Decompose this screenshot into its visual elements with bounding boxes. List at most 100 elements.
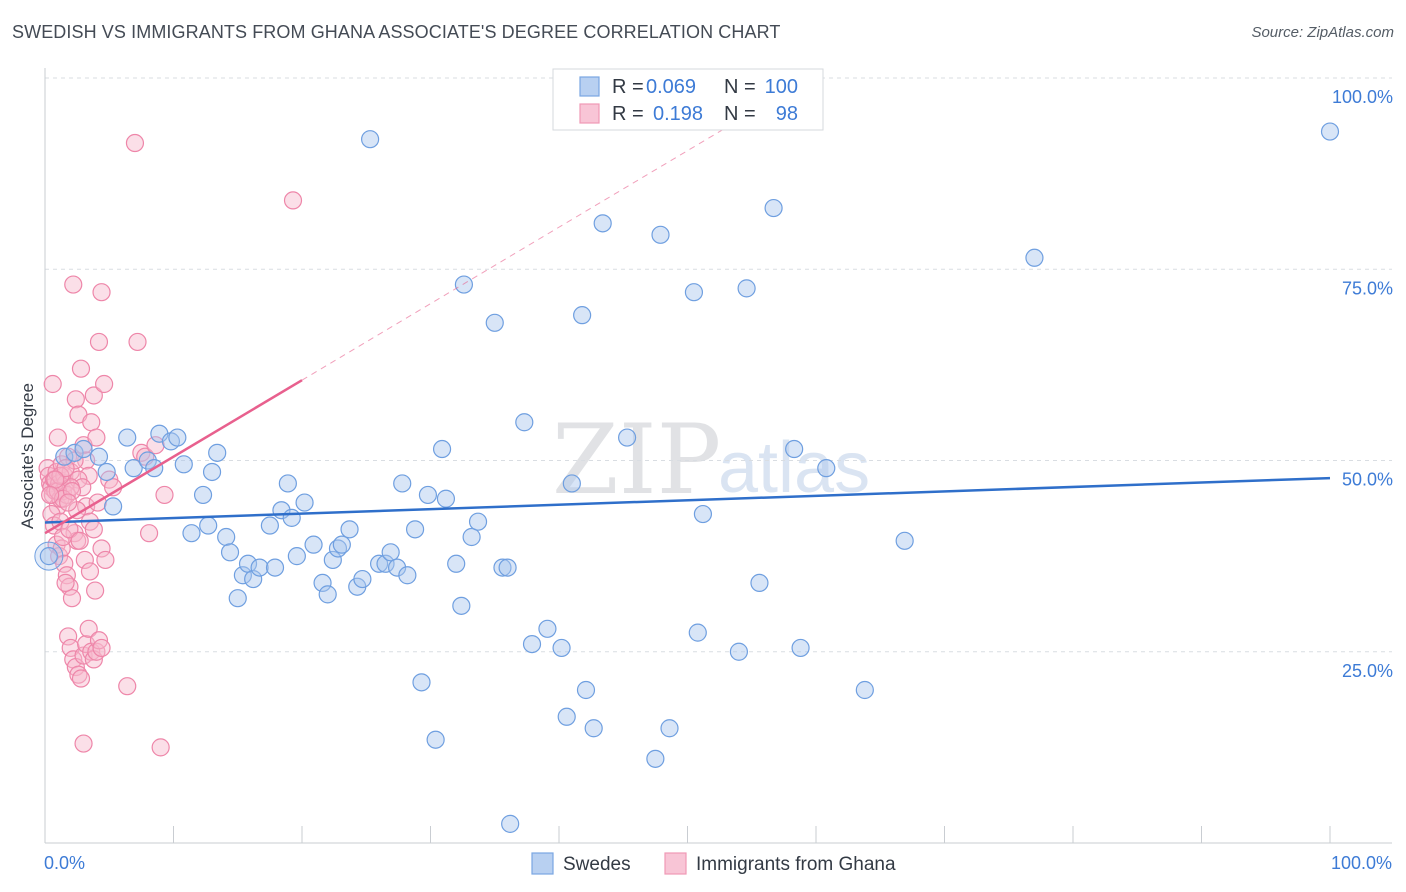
swedes-point-51 — [412, 673, 431, 692]
bottom-legend-swatch-ghana — [664, 852, 687, 875]
ghana-point-28 — [43, 374, 62, 394]
y-axis-label: Associate's Degree — [18, 383, 37, 529]
ghana-point-94 — [46, 470, 65, 489]
series-ghana-points — [34, 133, 303, 757]
swedes-point-77 — [651, 225, 670, 244]
swedes-point-39 — [332, 535, 351, 554]
swedes-point-56 — [447, 554, 466, 573]
swedes-point-30 — [278, 474, 297, 493]
swedes-point-92 — [1320, 122, 1340, 141]
swedes-point-61 — [485, 313, 504, 332]
ghana-point-48 — [66, 390, 85, 409]
ghana-point-97 — [59, 493, 78, 512]
swedes-point-55 — [436, 489, 456, 508]
swedes-point-15 — [182, 524, 201, 543]
y-tick-label-25: 25.0% — [1342, 661, 1393, 681]
swedes-point-69 — [557, 707, 576, 726]
swedes-point-78 — [660, 719, 679, 738]
swedes-point-74 — [593, 214, 612, 233]
ghana-point-38 — [71, 669, 91, 688]
swedes-point-45 — [376, 554, 395, 573]
swedes-point-48 — [393, 474, 412, 493]
ghana-point-59 — [95, 374, 114, 394]
swedes-point-4 — [89, 447, 109, 466]
ghana-point-22 — [55, 554, 74, 573]
swedes-point-50 — [405, 520, 425, 539]
x-tick-label-max: 100.0% — [1331, 853, 1392, 873]
swedes-point-42 — [353, 569, 372, 589]
legend-n-value-2: 98 — [776, 103, 798, 125]
ghana-point-47 — [64, 275, 83, 294]
ghana-point-74 — [125, 133, 145, 153]
swedes-point-47 — [387, 558, 407, 577]
swedes-point-88 — [817, 459, 836, 478]
ghana-point-54 — [82, 413, 101, 432]
legend-r-label-2: R = — [612, 103, 644, 125]
swedes-point-67 — [538, 619, 557, 638]
swedes-point-2 — [65, 443, 84, 462]
ghana-point-78 — [139, 524, 159, 543]
y-tick-label-75: 75.0% — [1342, 278, 1393, 298]
swedes-point-81 — [693, 504, 713, 524]
bottom-legend-swatch-swedes — [531, 852, 554, 875]
ghana-point-93 — [56, 459, 75, 478]
ghana-point-96 — [62, 482, 82, 501]
swedes-point-23 — [233, 566, 252, 585]
swedes-point-26 — [250, 558, 269, 577]
ghana-point-55 — [84, 386, 103, 405]
swedes-point-63 — [498, 558, 517, 577]
swedes-point-64 — [501, 814, 520, 833]
ghana-point-68 — [92, 539, 111, 558]
ghana-point-79 — [146, 436, 165, 455]
legend-n-value-1: 100 — [765, 76, 798, 98]
swedes-point-18 — [202, 462, 222, 482]
swedes-point-58 — [454, 275, 474, 294]
bottom-legend-label-ghana: Immigrants from Ghana — [696, 854, 896, 875]
swedes-point-89 — [855, 680, 874, 700]
swedes-point-14 — [174, 455, 193, 474]
trendline-swedes — [44, 476, 1331, 524]
swedes-point-85 — [764, 198, 783, 218]
ghana-point-69 — [96, 550, 115, 570]
ghana-point-81 — [155, 485, 174, 505]
x-tick-marks — [44, 826, 1331, 843]
y-tick-label-100: 100.0% — [1332, 87, 1393, 107]
swedes-point-90 — [895, 531, 914, 550]
ghana-point-56 — [87, 428, 106, 447]
ghana-point-46 — [92, 638, 111, 658]
swedes-point-65 — [515, 413, 534, 432]
swedes-point-80 — [688, 623, 707, 642]
y-tick-labels: 25.0% 50.0% 75.0% 100.0% — [1332, 87, 1393, 681]
legend-box: R = 0.069 N = 100 R = 0.198 N = 98 — [552, 68, 824, 131]
trendline-ghana — [44, 379, 303, 535]
swedes-point-46 — [381, 543, 400, 562]
swedes-point-86 — [785, 439, 804, 459]
source-label: Source: ZipAtlas.com — [1251, 24, 1394, 41]
swedes-point-54 — [432, 439, 452, 459]
ghana-point-57 — [89, 332, 109, 352]
swedes-point-22 — [228, 589, 247, 608]
legend-swatch-swedes — [579, 76, 600, 97]
ghana-point-25 — [62, 589, 82, 608]
legend-n-label-2: N = — [724, 103, 756, 125]
swedes-point-17 — [199, 516, 218, 535]
swedes-point-3 — [74, 439, 93, 459]
swedes-point-60 — [468, 512, 488, 531]
swedes-point-32 — [287, 547, 306, 566]
legend-r-value-1: 0.069 — [646, 76, 696, 98]
ghana-point-88 — [80, 562, 100, 581]
ghana-point-82 — [283, 191, 303, 210]
y-tick-label-50: 50.0% — [1342, 470, 1393, 490]
trendline-ghana-extension — [301, 111, 753, 381]
swedes-point-68 — [552, 638, 571, 658]
swedes-point-large — [34, 541, 64, 571]
swedes-point-57 — [452, 596, 471, 615]
ghana-point-95 — [41, 485, 60, 505]
legend-r-label-1: R = — [612, 76, 644, 98]
chart-title: SWEDISH VS IMMIGRANTS FROM GHANA ASSOCIA… — [12, 22, 781, 42]
swedes-point-28 — [265, 558, 285, 577]
legend-swatch-ghana — [579, 103, 600, 124]
swedes-point-76 — [646, 749, 665, 768]
swedes-point-19 — [208, 443, 227, 462]
swedes-point-75 — [618, 428, 637, 447]
